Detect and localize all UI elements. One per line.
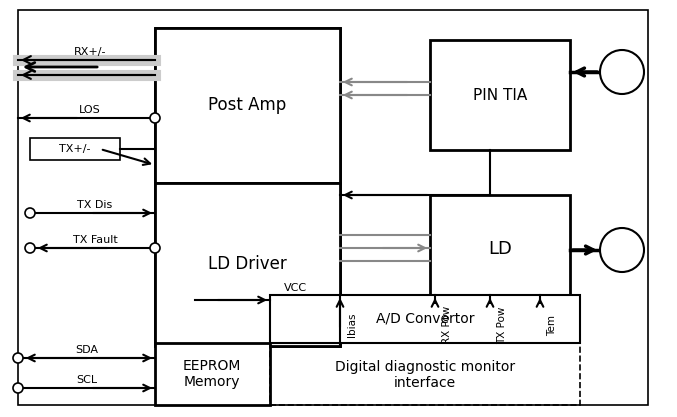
- Circle shape: [13, 353, 23, 363]
- Text: Ibias: Ibias: [347, 313, 357, 337]
- Text: RX Pow: RX Pow: [442, 306, 452, 344]
- Text: Tem: Tem: [547, 314, 557, 336]
- Circle shape: [13, 383, 23, 393]
- Text: RX+/-: RX+/-: [74, 47, 106, 57]
- Text: VCC: VCC: [284, 283, 307, 293]
- Text: TX Dis: TX Dis: [77, 200, 112, 210]
- Text: TX+/-: TX+/-: [60, 144, 91, 154]
- Bar: [30, 138, 120, 160]
- Bar: [155, 183, 340, 346]
- Bar: [430, 40, 570, 150]
- Text: LD Driver: LD Driver: [208, 255, 286, 273]
- Bar: [155, 28, 340, 183]
- Bar: [270, 295, 580, 405]
- Text: Digital diagnostic monitor
interface: Digital diagnostic monitor interface: [335, 360, 515, 390]
- Bar: [430, 195, 570, 303]
- Circle shape: [600, 228, 644, 272]
- Text: SCL: SCL: [77, 375, 97, 385]
- Text: LOS: LOS: [79, 105, 101, 115]
- Text: EEPROM
Memory: EEPROM Memory: [183, 359, 241, 389]
- Text: A/D Convertor: A/D Convertor: [376, 312, 475, 326]
- Circle shape: [150, 113, 160, 123]
- Circle shape: [150, 243, 160, 253]
- Circle shape: [600, 50, 644, 94]
- Circle shape: [25, 243, 35, 253]
- Circle shape: [25, 208, 35, 218]
- Bar: [270, 295, 580, 343]
- Text: LD: LD: [488, 240, 512, 258]
- Text: PIN TIA: PIN TIA: [473, 88, 527, 103]
- Text: TX Fault: TX Fault: [72, 235, 117, 245]
- Bar: [155, 28, 340, 346]
- Text: TX Pow: TX Pow: [497, 306, 507, 344]
- Text: Post Amp: Post Amp: [208, 96, 286, 114]
- Text: SDA: SDA: [76, 345, 98, 355]
- Bar: [155, 343, 270, 405]
